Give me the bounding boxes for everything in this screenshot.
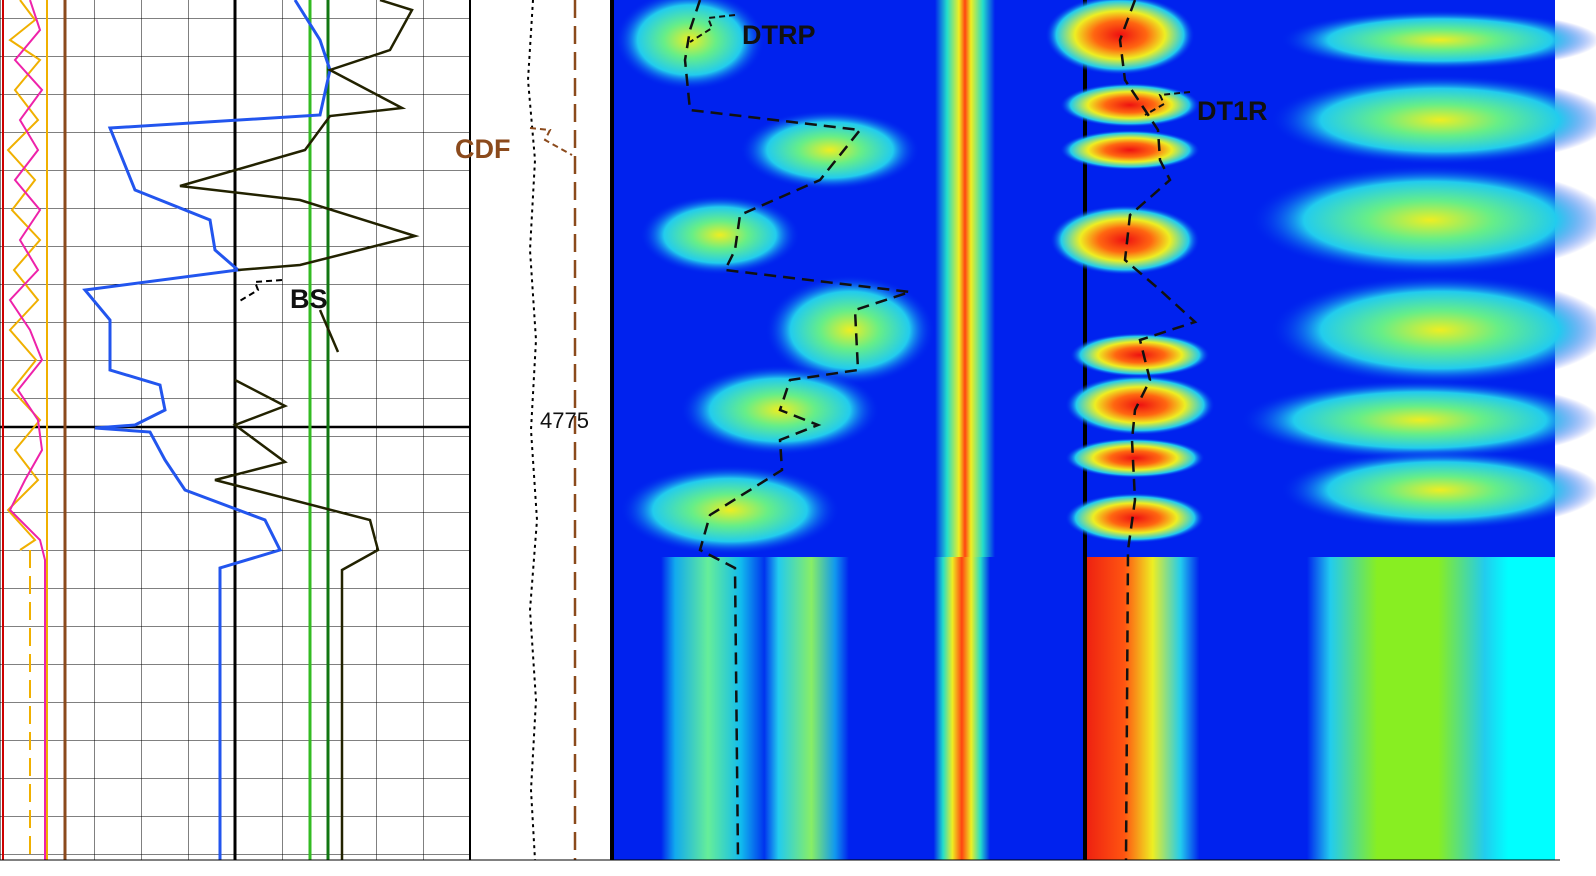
waveform-blob xyxy=(1070,333,1210,377)
track-1: BS xyxy=(0,0,471,860)
curve-label: BS xyxy=(290,284,328,314)
label-pointer xyxy=(689,14,736,43)
waveform-blob xyxy=(1050,205,1200,275)
waveform-blob xyxy=(740,110,920,190)
label-pointer xyxy=(529,127,573,156)
background xyxy=(1087,548,1555,557)
track-3: DTRP xyxy=(614,0,1087,861)
waveform-blob xyxy=(1280,10,1596,70)
waveform-blob xyxy=(1065,375,1215,435)
waveform-blob xyxy=(1280,450,1596,530)
waveform-blob xyxy=(1065,438,1205,478)
curve xyxy=(526,0,539,861)
waveform-blob xyxy=(640,195,800,275)
label-pointer xyxy=(1144,91,1191,116)
dt1r-curve xyxy=(1118,0,1198,861)
waveform-blob xyxy=(1270,75,1596,165)
curve-label: CDF xyxy=(455,134,511,164)
label-pointer xyxy=(237,279,283,303)
waveform-blob xyxy=(620,465,840,555)
waveform-blob xyxy=(1060,130,1200,170)
waveform-band xyxy=(935,0,995,557)
depth-label: 4775 xyxy=(540,408,589,433)
curve xyxy=(179,0,420,272)
waveform-blob xyxy=(1065,493,1205,543)
waveform-blob xyxy=(1270,275,1596,385)
curve-label: DTRP xyxy=(742,20,816,50)
waveform-blob xyxy=(1240,380,1596,460)
waveform-blob xyxy=(615,0,765,90)
waveform-band xyxy=(614,557,1084,860)
curve-label: DT1R xyxy=(1197,96,1268,126)
depth-track: CDF 4775 xyxy=(455,0,614,861)
curve xyxy=(214,378,380,860)
track-4: DT1R xyxy=(1045,0,1596,861)
dtrp-curve xyxy=(683,0,911,861)
waveform-blob xyxy=(765,275,935,385)
curve xyxy=(318,309,340,353)
waveform-blob xyxy=(1060,83,1200,127)
curve xyxy=(8,0,46,860)
curve xyxy=(82,0,332,860)
waveform-blob xyxy=(1250,165,1596,275)
waveform-band xyxy=(1087,557,1555,860)
